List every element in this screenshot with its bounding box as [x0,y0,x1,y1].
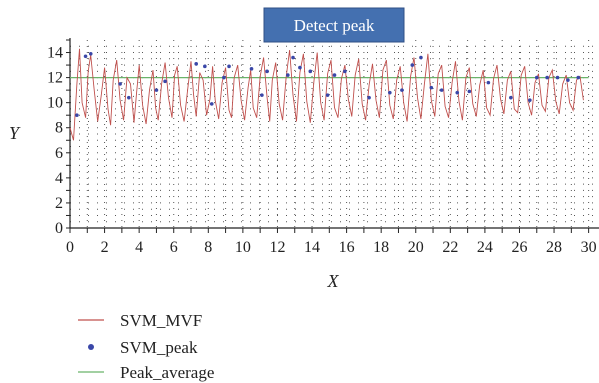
peak-point [308,69,313,74]
banner-box [263,7,405,43]
svm-mvf-line [69,48,584,141]
peak-point [343,69,347,74]
y-tick-label: 10 [47,95,63,112]
peak-point [163,79,167,84]
grid [69,40,599,228]
peak-point [75,113,79,117]
peak-point [419,55,423,60]
x-tick-label: 6 [170,239,178,256]
peak-point [209,102,214,106]
x-axis-title: X [327,271,340,291]
peak-point [534,75,539,80]
peak-point [455,90,460,95]
peak-point [528,98,532,102]
peak-point [467,89,472,94]
y-tick-label: 12 [47,70,63,87]
x-tick-labels: 0 2 4 6 8 10 12 14 16 18 20 22 24 26 28 30 [66,239,597,256]
y-tick-label: 6 [55,145,63,162]
legend-label-svm-mvf: SVM_MVF [120,311,202,330]
peak-point [222,75,226,80]
x-tick-label: 26 [511,239,527,256]
x-tick-label: 18 [373,239,389,256]
x-tick-label: 30 [581,239,597,256]
x-tick-label: 20 [408,239,424,256]
peak-point [486,80,491,85]
peak-point [509,95,513,100]
peak-point [88,51,93,56]
banner-label: Detect peak [294,16,375,35]
y-tick-label: 14 [47,45,63,62]
x-tick-label: 28 [546,239,562,256]
peak-point [118,82,122,86]
peak-point [83,54,88,59]
legend: SVM_MVF SVM_peak Peak_average [78,311,214,382]
y-tick-labels: 0 2 4 6 8 10 12 14 [47,45,63,237]
peak-point [439,88,444,92]
x-tick-label: 24 [477,239,493,256]
peak-point [332,73,337,77]
peak-point [286,73,290,77]
y-tick-label: 8 [55,120,63,137]
axes [66,38,599,233]
legend-label-peak-average: Peak_average [120,363,214,382]
x-tick-label: 8 [204,239,212,256]
x-tick-label: 22 [442,239,458,256]
peak-point [260,93,264,97]
svm-peak-points [75,51,581,117]
x-tick-label: 14 [304,239,320,256]
peak-point [203,64,207,69]
peak-point [325,93,330,97]
x-tick-label: 2 [101,239,109,256]
peak-point [555,75,560,80]
y-tick-label: 2 [55,195,63,212]
x-tick-label: 0 [66,239,74,256]
peak-point [265,69,269,74]
peak-point [126,95,131,100]
peak-point [154,88,159,92]
y-axis-title: Y [9,123,21,143]
x-tick-label: 10 [235,239,251,256]
peak-point [388,90,392,95]
peak-point [227,64,231,69]
x-tick-label: 4 [135,239,143,256]
peak-point [429,85,434,90]
x-tick-label: 16 [339,239,355,256]
x-tick-label: 12 [269,239,285,256]
peak-point [400,88,404,92]
y-tick-label: 4 [55,170,63,187]
legend-swatch-svm-peak [88,344,94,350]
peak-point [566,78,570,82]
peak-point [194,62,198,66]
legend-label-svm-peak: SVM_peak [120,338,198,357]
peak-point [291,55,295,60]
peak-point [410,63,415,67]
peak-point [298,65,302,70]
peak-point [249,67,254,71]
peak-point [576,75,581,80]
peak-point [367,95,371,100]
banner: Detect peak [263,7,405,43]
y-tick-label: 0 [55,220,63,237]
peak-point [545,75,549,80]
